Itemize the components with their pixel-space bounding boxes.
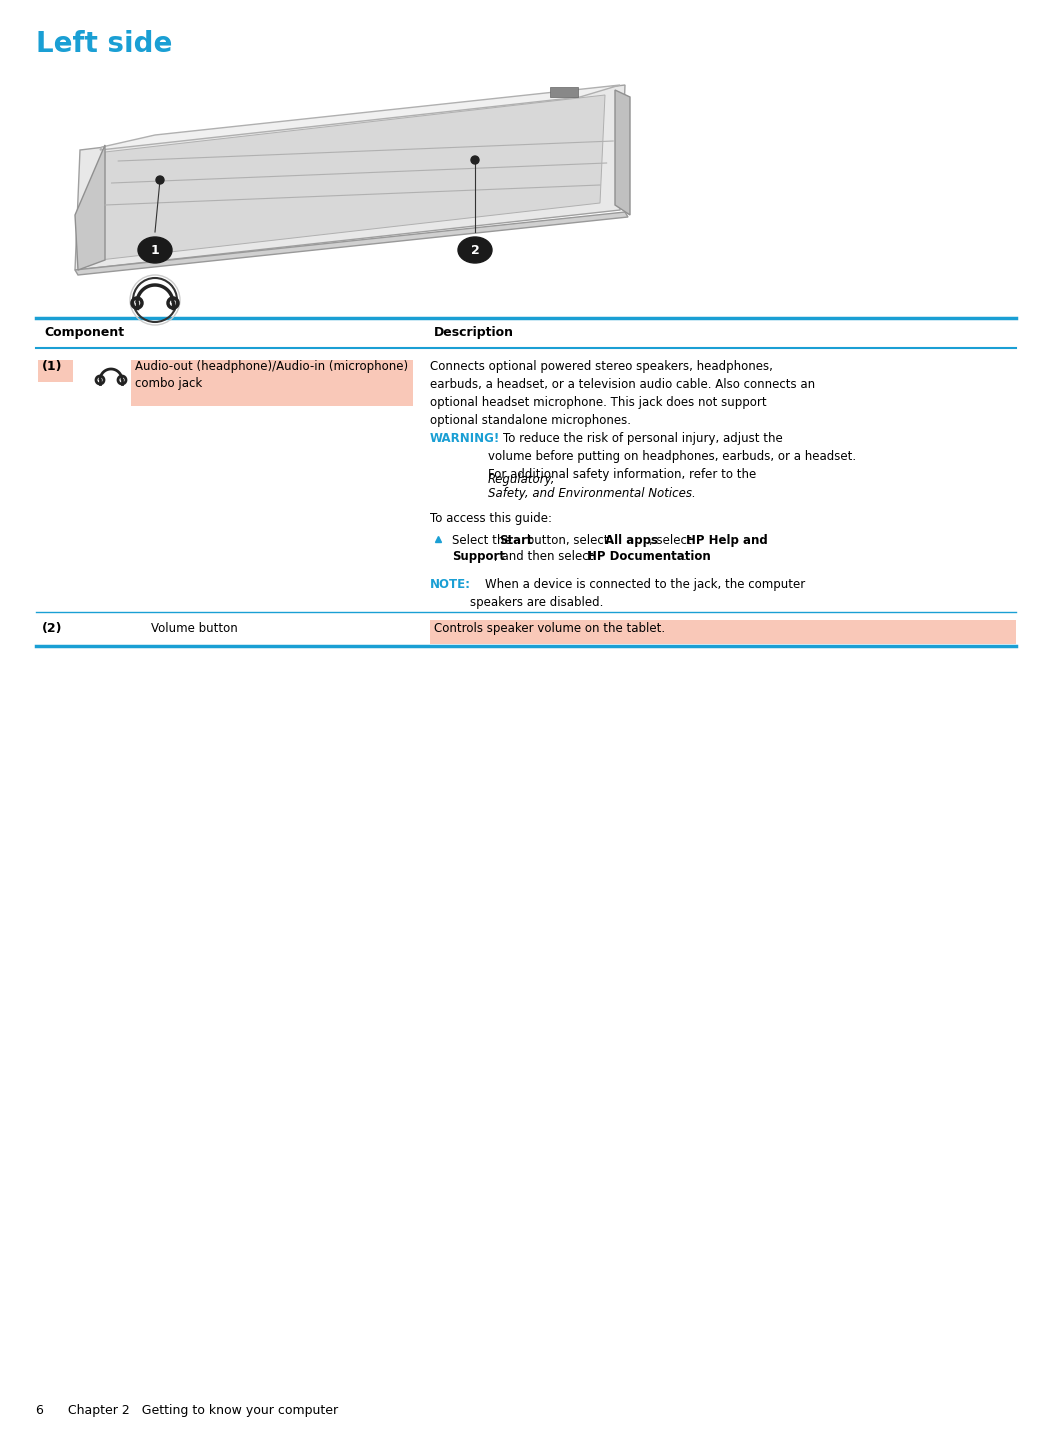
Polygon shape <box>75 212 628 275</box>
Polygon shape <box>615 90 630 215</box>
Text: When a device is connected to the jack, the computer
speakers are disabled.: When a device is connected to the jack, … <box>470 578 805 608</box>
Text: (1): (1) <box>42 360 62 373</box>
Text: Select the: Select the <box>452 535 515 548</box>
Text: Left side: Left side <box>36 30 173 58</box>
Text: Controls speaker volume on the tablet.: Controls speaker volume on the tablet. <box>434 621 665 634</box>
Circle shape <box>471 156 479 163</box>
Text: Start: Start <box>499 535 532 548</box>
Polygon shape <box>75 85 625 270</box>
Polygon shape <box>75 144 105 270</box>
Text: , select: , select <box>649 535 695 548</box>
Text: NOTE:: NOTE: <box>430 578 471 591</box>
Text: Volume button: Volume button <box>151 621 238 634</box>
Text: Description: Description <box>434 327 514 340</box>
Text: 2: 2 <box>470 244 480 257</box>
Polygon shape <box>100 95 605 260</box>
Bar <box>550 87 578 97</box>
Bar <box>430 620 1016 644</box>
Text: WARNING!: WARNING! <box>430 432 501 445</box>
Text: Regulatory,: Regulatory, <box>488 473 555 486</box>
Text: HP Documentation: HP Documentation <box>587 551 711 564</box>
Circle shape <box>156 176 164 184</box>
Text: , and then select: , and then select <box>494 551 598 564</box>
Text: 1: 1 <box>150 244 159 257</box>
Bar <box>38 360 73 381</box>
Bar <box>132 360 413 406</box>
Ellipse shape <box>138 237 171 263</box>
Text: (2): (2) <box>42 621 62 634</box>
Text: Audio-out (headphone)/Audio-in (microphone)
combo jack: Audio-out (headphone)/Audio-in (micropho… <box>135 360 408 390</box>
Text: HP Help and: HP Help and <box>686 535 768 548</box>
Polygon shape <box>100 85 620 150</box>
Text: Support: Support <box>452 551 505 564</box>
Text: All apps: All apps <box>605 535 658 548</box>
Text: 6      Chapter 2   Getting to know your computer: 6 Chapter 2 Getting to know your compute… <box>36 1405 338 1418</box>
Text: To access this guide:: To access this guide: <box>430 512 552 525</box>
Text: button, select: button, select <box>523 535 612 548</box>
Text: Connects optional powered stereo speakers, headphones,
earbuds, a headset, or a : Connects optional powered stereo speaker… <box>430 360 815 428</box>
Text: To reduce the risk of personal injury, adjust the
volume before putting on headp: To reduce the risk of personal injury, a… <box>488 432 856 481</box>
Text: Safety, and Environmental Notices.: Safety, and Environmental Notices. <box>488 487 695 500</box>
Text: Component: Component <box>44 327 124 340</box>
Text: .: . <box>683 551 687 564</box>
Ellipse shape <box>458 237 492 263</box>
